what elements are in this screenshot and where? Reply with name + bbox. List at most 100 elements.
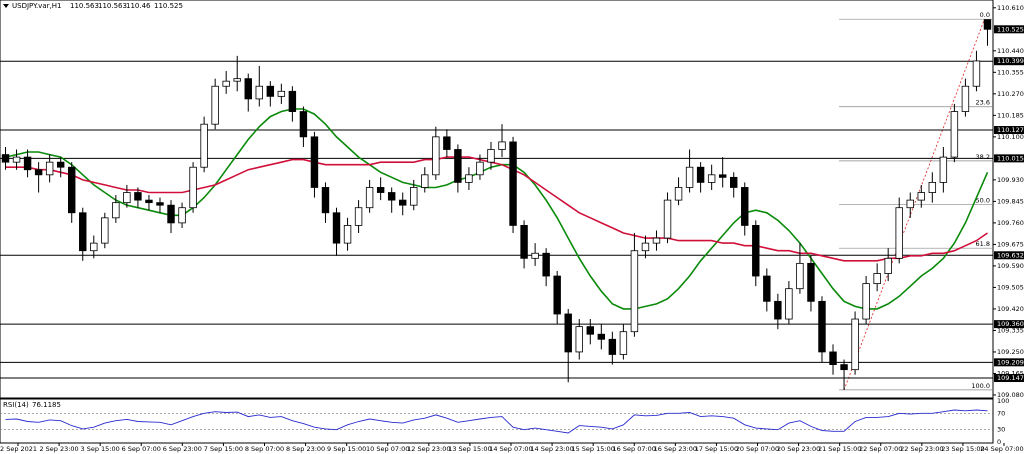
candle-body: [840, 364, 848, 371]
y-tick-label: 109.250: [997, 348, 1024, 356]
candle-body: [928, 182, 937, 193]
candle-body: [178, 207, 186, 224]
rsi-line: [5, 409, 988, 434]
candle-body: [189, 166, 197, 209]
x-tick-label: 10 Sep 07:00: [366, 445, 409, 453]
candle-body: [917, 192, 925, 201]
candle-body: [718, 174, 727, 178]
candle-body: [939, 156, 948, 183]
y-tick-label: 110.610: [997, 4, 1024, 12]
x-tick-label: 6 Sep 07:00: [122, 445, 161, 453]
candle-body: [310, 136, 319, 188]
y-tick-label: 110.270: [997, 90, 1024, 98]
moving-average: [5, 156, 988, 262]
candle-body: [167, 204, 175, 224]
x-tick-label: 23 Sep 15:00: [941, 445, 984, 453]
x-tick-label: 14 Sep 23:00: [530, 445, 573, 453]
candle-body: [707, 174, 716, 183]
level-box: [994, 154, 1024, 163]
x-tick-label: 14 Sep 07:00: [489, 445, 532, 453]
candle-body: [222, 80, 230, 87]
candle-body: [785, 288, 793, 320]
candle-body: [884, 257, 892, 274]
candle-body: [553, 275, 561, 315]
candle-body: [421, 174, 429, 188]
x-tick-label: 21 Sep 15:00: [818, 445, 861, 453]
y-tick-label: 109.930: [997, 176, 1024, 184]
candle-body: [233, 78, 241, 82]
candle-body: [255, 85, 263, 100]
candle-body: [807, 262, 815, 302]
candle-body: [752, 225, 760, 277]
candle-body: [696, 166, 705, 183]
candle-body: [23, 156, 32, 171]
rsi-tick-label: 100: [997, 397, 1009, 405]
candle-body: [123, 192, 131, 204]
candle-body: [509, 141, 517, 226]
y-tick-label: 109.080: [997, 391, 1024, 399]
candle-body: [332, 212, 341, 244]
level-box: [994, 374, 1024, 383]
candle-body: [564, 313, 572, 353]
candle-body: [56, 161, 65, 168]
candle-body: [906, 199, 914, 209]
level-label: 109.632: [997, 251, 1024, 259]
candle-body: [211, 85, 219, 125]
y-tick-label: 109.675: [997, 240, 1024, 248]
candle-body: [774, 300, 782, 320]
y-tick-label: 110.440: [997, 47, 1024, 55]
candle-body: [68, 166, 76, 214]
candle-body: [299, 111, 308, 138]
candle-body: [862, 283, 870, 320]
price-box: [994, 25, 1024, 34]
candle-body: [365, 187, 374, 209]
candle-body: [608, 338, 617, 355]
candle-body: [542, 252, 550, 277]
candle-body: [101, 217, 109, 244]
level-box: [994, 126, 1024, 135]
candle-body: [145, 199, 153, 204]
candle-body: [498, 141, 506, 150]
candle-body: [266, 85, 275, 97]
candle-body: [410, 187, 418, 206]
level-label: 110.399: [997, 57, 1024, 65]
candle-body: [454, 149, 462, 183]
rsi-panel: [0, 398, 994, 444]
candle-body: [763, 275, 771, 302]
level-box: [994, 358, 1024, 367]
candle-body: [630, 250, 639, 333]
candle-body: [90, 242, 98, 252]
candle-body: [796, 262, 804, 290]
candle-body: [586, 326, 594, 335]
ohlc-low: 110.46: [126, 2, 151, 10]
x-tick-label: 24 Sep 07:00: [980, 445, 1023, 453]
candle-body: [343, 225, 352, 244]
candle-body: [134, 192, 142, 201]
candle-body: [818, 300, 826, 353]
candle-body: [619, 331, 628, 355]
candle-body: [45, 161, 54, 176]
rsi-tick-label: 70: [997, 409, 1005, 417]
level-box: [994, 320, 1024, 329]
candle-body: [34, 169, 43, 176]
x-tick-label: 17 Sep 15:00: [695, 445, 738, 453]
candle-body: [641, 242, 650, 252]
candle-body: [79, 212, 87, 252]
level-label: 109.209: [997, 358, 1024, 366]
level-box: [994, 57, 1024, 66]
y-tick-label: 109.165: [997, 369, 1024, 377]
candle-body: [244, 78, 252, 100]
y-tick-label: 109.845: [997, 197, 1024, 205]
menu-arrow[interactable]: [3, 4, 9, 8]
chart-title: USDJPY.var,H1: [12, 2, 61, 10]
candle-body: [476, 161, 484, 176]
candle-body: [663, 199, 672, 239]
candle-body: [487, 149, 495, 163]
candle-body: [387, 192, 396, 201]
candle-body: [983, 19, 992, 30]
candle-body: [972, 60, 981, 87]
x-tick-label: 2 Sep 2021: [0, 445, 37, 453]
x-tick-label: 16 Sep 07:00: [613, 445, 656, 453]
x-tick-label: 7 Sep 15:00: [204, 445, 243, 453]
level-label: 109.147: [997, 374, 1024, 382]
